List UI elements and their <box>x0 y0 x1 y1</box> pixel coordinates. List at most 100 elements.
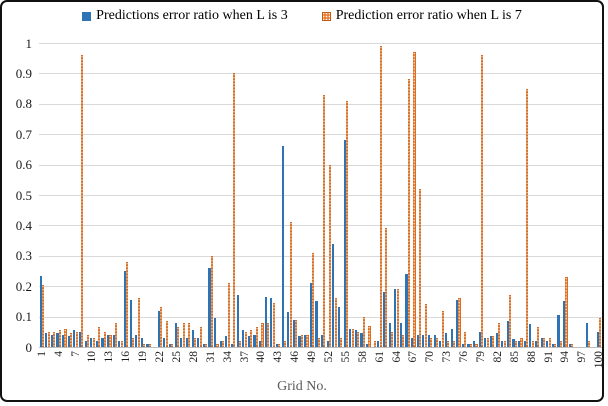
bar-l7-grid-64 <box>396 289 399 347</box>
bar-l7-grid-20 <box>148 343 151 347</box>
bar-l7-grid-33 <box>222 340 225 347</box>
bar-l3-grid-23 <box>163 337 166 347</box>
y-tick-label: 0 <box>25 339 33 355</box>
bar-l3-grid-19 <box>140 337 143 347</box>
bar-l3-grid-28 <box>191 330 194 347</box>
bar-l7-grid-38 <box>250 330 253 347</box>
bar-l7-grid-27 <box>188 322 191 347</box>
bar-l3-grid-8 <box>78 331 82 347</box>
y-tick-label: 0.7 <box>15 126 32 142</box>
bar-l3-grid-52 <box>326 340 329 347</box>
bar-l3-grid-3 <box>50 334 53 347</box>
y-gridline <box>39 103 602 105</box>
bar-l3-grid-26 <box>180 337 183 347</box>
bar-l7-grid-84 <box>509 295 512 347</box>
legend-marker-orange-icon <box>321 11 331 21</box>
x-tick-label: 61 <box>373 351 386 363</box>
bar-l7-grid-54 <box>340 337 343 347</box>
y-tick-label: 0.6 <box>15 157 32 173</box>
x-tick-label: 16 <box>120 351 133 363</box>
legend: Predictions error ratio when L is 3 Pred… <box>2 8 602 24</box>
x-tick-label: 79 <box>474 351 487 363</box>
x-tick-label: 82 <box>491 351 504 363</box>
bar-l7-grid-82 <box>497 322 501 347</box>
bar-l3-grid-34 <box>225 336 228 347</box>
bar-l7-grid-85 <box>514 340 517 347</box>
bar-l7-grid-81 <box>492 336 495 347</box>
bar-l7-grid-92 <box>554 343 557 347</box>
bar-l3-grid-44 <box>281 146 284 347</box>
x-axis-line <box>39 347 602 348</box>
bar-l7-grid-14 <box>115 322 118 347</box>
y-gridline <box>39 134 602 136</box>
bar-l3-grid-78 <box>473 340 476 347</box>
bar-l3-grid-81 <box>489 336 493 347</box>
bar-l7-grid-37 <box>244 331 247 347</box>
bar-l7-grid-75 <box>458 298 461 347</box>
bar-l7-grid-8 <box>81 55 84 347</box>
plot-area: 0 0.1 0.2 0.3 0.4 0.5 0.6 0.7 0.8 0.9 1 1 4 7 10 13 16 19… <box>2 2 602 400</box>
bar-l7-grid-43 <box>278 343 281 347</box>
y-gridline <box>39 73 602 75</box>
bar-l3-grid-43 <box>275 343 279 347</box>
bar-l3-grid-1 <box>39 275 42 347</box>
bar-l7-grid-62 <box>385 228 388 347</box>
x-axis-title: Grid No. <box>277 379 327 394</box>
x-tick-label: 52 <box>322 351 335 363</box>
bar-l7-grid-58 <box>362 316 365 347</box>
bar-l3-grid-33 <box>219 340 222 347</box>
bar-l7-grid-77 <box>469 343 472 347</box>
bar-l3-grid-86 <box>518 340 521 347</box>
bar-l3-grid-74 <box>450 328 453 347</box>
bar-l7-grid-89 <box>537 327 540 347</box>
bar-l7-grid-7 <box>75 331 78 347</box>
bar-l7-grid-39 <box>255 327 258 347</box>
bar-l7-grid-68 <box>419 188 422 347</box>
x-tick-label: 31 <box>204 351 217 363</box>
bar-l3-grid-22 <box>157 310 160 347</box>
bar-l7-grid-52 <box>329 164 332 347</box>
bar-l3-grid-40 <box>259 340 262 347</box>
bar-l3-grid-42 <box>270 298 273 347</box>
bar-l3-grid-54 <box>337 307 341 347</box>
bar-l3-grid-72 <box>439 340 442 347</box>
bar-l3-grid-69 <box>422 334 425 347</box>
bar-l3-grid-24 <box>169 343 172 347</box>
bar-l7-grid-23 <box>165 321 168 347</box>
bar-l3-grid-6 <box>67 336 70 347</box>
bar-l3-grid-58 <box>360 333 363 347</box>
y-gridline <box>39 316 602 318</box>
legend-label-l3: Predictions error ratio when L is 3 <box>96 8 288 23</box>
bar-l7-grid-95 <box>571 343 574 347</box>
bar-l3-grid-95 <box>568 343 571 347</box>
x-tick-label: 91 <box>542 351 555 363</box>
bar-l3-grid-10 <box>90 337 93 347</box>
y-tick-label: 0.3 <box>15 248 32 264</box>
x-tick-label: 22 <box>154 351 167 363</box>
bar-l3-grid-80 <box>484 337 487 347</box>
bar-l3-grid-5 <box>62 334 65 347</box>
bar-l3-grid-49 <box>309 283 312 347</box>
x-tick-label: 4 <box>52 351 65 357</box>
bar-l3-grid-7 <box>73 330 76 347</box>
bar-l7-grid-88 <box>531 340 534 347</box>
bar-l7-grid-56 <box>351 328 354 347</box>
bar-l7-grid-83 <box>503 340 506 347</box>
bar-l7-grid-45 <box>289 222 292 347</box>
bar-l7-grid-30 <box>205 343 208 347</box>
bar-l7-grid-90 <box>542 337 546 347</box>
x-tick-label: 25 <box>170 351 183 363</box>
bar-l3-grid-17 <box>129 299 132 347</box>
bar-l7-grid-86 <box>520 337 523 347</box>
x-tick-label: 49 <box>306 351 319 363</box>
bar-l3-grid-13 <box>107 334 110 347</box>
bar-l3-grid-73 <box>444 333 447 347</box>
bar-l7-grid-47 <box>300 334 303 347</box>
bar-l7-grid-91 <box>548 337 551 347</box>
bar-l7-grid-55 <box>345 100 348 347</box>
bar-l3-grid-32 <box>214 318 217 347</box>
bar-l3-grid-94 <box>563 301 566 347</box>
x-tick-label: 88 <box>525 351 538 363</box>
bar-l7-grid-76 <box>464 331 467 347</box>
legend-label-l7: Prediction error ratio when L is 7 <box>335 8 522 23</box>
